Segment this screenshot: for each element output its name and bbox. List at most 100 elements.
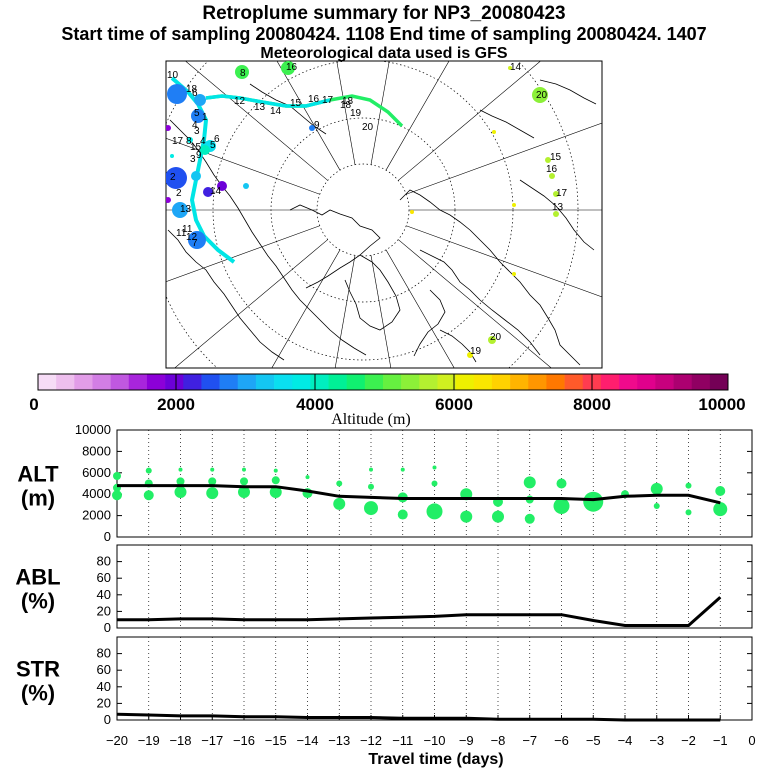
colorbar-swatch (128, 374, 148, 390)
map-dot (191, 171, 201, 181)
x-tick-label: −15 (265, 733, 287, 748)
altitude-dot (271, 476, 280, 485)
map-trajectory-label: 16 (286, 62, 298, 73)
colorbar-swatch (510, 374, 529, 390)
colorbar-tick-label: 6000 (435, 395, 473, 414)
y-tick-label: 80 (97, 646, 111, 661)
map-dot (235, 65, 249, 79)
colorbar-tick-label: 2000 (157, 395, 195, 414)
altitude-dot (269, 486, 282, 499)
panel-label: STR (16, 657, 60, 682)
altitude-dot (431, 480, 438, 487)
meridian-line (271, 249, 341, 368)
map-trajectory-label: 5 (194, 108, 200, 119)
altitude-dot (583, 491, 604, 512)
altitude-dot (242, 467, 246, 472)
altitude-dot (113, 472, 121, 481)
altitude-dot (556, 478, 567, 489)
map-trajectory-label: 15 (190, 142, 202, 153)
y-tick-label: 40 (97, 679, 111, 694)
altitude-dot (368, 483, 374, 490)
y-tick-label: 80 (97, 554, 111, 569)
y-tick-label: 6000 (82, 465, 111, 480)
colorbar-title: Altitude (m) (331, 411, 411, 428)
meridian-line (166, 137, 320, 195)
panel-unit: (m) (21, 486, 55, 511)
altitude-dot (333, 497, 346, 510)
map-dot (545, 157, 551, 163)
series-line-alt (117, 484, 721, 505)
altitude-dot (174, 486, 187, 499)
map-trajectory-label: 12 (186, 232, 198, 243)
colorbar-swatch (183, 374, 202, 390)
map-dot (172, 202, 188, 218)
map-trajectory-label: 16 (546, 164, 558, 175)
x-tick-label: −13 (328, 733, 350, 748)
altitude-dot (685, 482, 692, 489)
map-trajectory-label: 18 (186, 84, 198, 95)
colorbar-swatch (528, 374, 547, 390)
map-dot (167, 84, 187, 104)
y-tick-label: 10000 (75, 422, 111, 437)
colorbar-swatch (165, 374, 184, 390)
colorbar-swatch (74, 374, 93, 390)
colorbar-swatch (328, 374, 347, 390)
meridian-line (184, 61, 328, 181)
map-trajectory-label: 12 (234, 96, 246, 107)
altitude-dot (524, 513, 535, 524)
map-trajectory-label: 15 (550, 152, 562, 163)
x-tick-label: −20 (106, 733, 128, 748)
meridian-line (370, 61, 390, 165)
map-dot (187, 137, 193, 143)
panel-unit: (%) (21, 681, 55, 706)
map-trajectory-label: 1 (202, 112, 208, 123)
x-tick-label: −16 (233, 733, 255, 748)
map-trajectory-label: 5 (210, 140, 216, 151)
altitude-dot (492, 510, 504, 523)
colorbar-swatch (546, 374, 565, 390)
meridian-line (385, 61, 450, 171)
colorbar-swatch (401, 374, 420, 390)
colorbar-tick-labels: 0 2000 4000 6000 8000 10000 (29, 395, 745, 414)
colorbar-swatch (673, 374, 692, 390)
x-tick-label: −17 (201, 733, 223, 748)
map-trajectory-label: 20 (536, 90, 548, 101)
map-trajectory-label: 4 (192, 120, 198, 131)
colorbar-swatch (419, 374, 438, 390)
y-tick-label: 40 (97, 587, 111, 602)
colorbar-swatch (473, 374, 493, 390)
colorbar-frame (37, 373, 729, 391)
colorbar-swatch (255, 374, 275, 390)
colorbar-swatch (274, 374, 293, 390)
meridian-line (385, 249, 455, 368)
y-tick-label: 60 (97, 570, 111, 585)
colorbar-tick-label: 0 (29, 395, 38, 414)
meridian-line (406, 122, 602, 195)
altitude-dot (553, 497, 570, 514)
map-frame (165, 60, 603, 369)
colorbar-swatch (92, 374, 111, 390)
map-trajectory-label: 14 (270, 106, 282, 117)
map-trajectory-label: 6 (214, 134, 220, 145)
map-trajectory-label: 9 (314, 120, 320, 131)
map-trajectory-label: 17 (556, 188, 568, 199)
map-dot (188, 231, 206, 249)
panel-unit: (%) (21, 589, 55, 614)
y-tick-label: 0 (104, 712, 111, 727)
x-tick-label: −12 (360, 733, 382, 748)
map-trajectory-label: 17 (322, 95, 334, 106)
meridian-line (370, 255, 392, 368)
colorbar-swatch (619, 374, 638, 390)
colorbar-swatch (237, 374, 257, 390)
altitude-dot (653, 502, 660, 509)
altitude-dot (713, 502, 728, 517)
altitude-dot (206, 487, 219, 500)
x-axis-label: Travel time (days) (368, 751, 503, 768)
map-trajectory-label: 9 (196, 150, 202, 161)
map-trajectory-label: 20 (362, 122, 374, 133)
map-trajectory-label: 2 (170, 172, 176, 183)
map-dot (553, 211, 559, 217)
map-trajectory-label: 4 (200, 136, 206, 147)
altitude-dot (210, 467, 215, 472)
